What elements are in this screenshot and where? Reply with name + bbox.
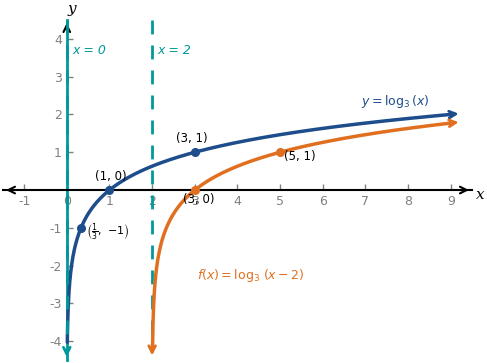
- Text: x = 0: x = 0: [72, 44, 106, 57]
- Text: (5, 1): (5, 1): [284, 150, 316, 163]
- Text: x: x: [476, 188, 485, 201]
- Text: $y = \log_3(x)$: $y = \log_3(x)$: [361, 93, 430, 110]
- Text: y: y: [68, 2, 76, 16]
- Text: x = 2: x = 2: [157, 44, 191, 57]
- Text: (3, 1): (3, 1): [176, 132, 207, 146]
- Text: (1, 0): (1, 0): [94, 170, 126, 183]
- Text: $\left(\frac{1}{3},\ {-1}\right)$: $\left(\frac{1}{3},\ {-1}\right)$: [86, 222, 130, 243]
- Text: $f(x) = \log_3\,(x - 2)$: $f(x) = \log_3\,(x - 2)$: [197, 267, 304, 284]
- Text: (3, 0): (3, 0): [183, 193, 214, 206]
